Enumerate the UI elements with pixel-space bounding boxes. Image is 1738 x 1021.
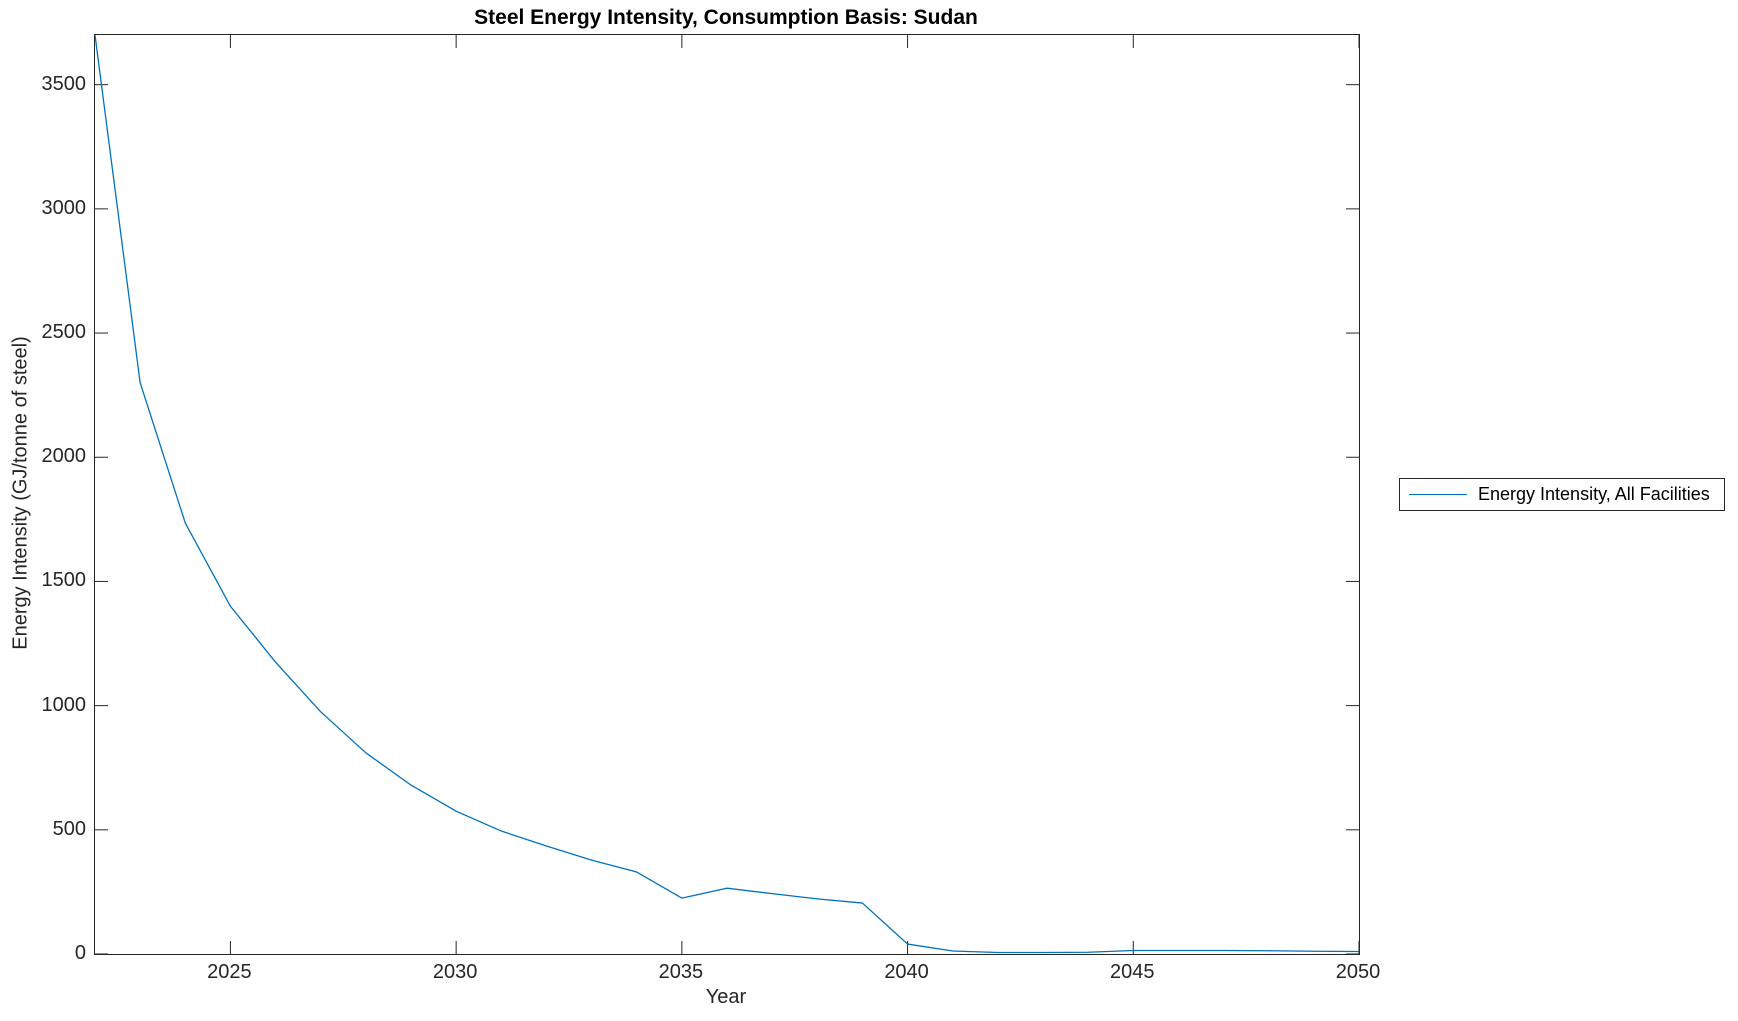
chart-title: Steel Energy Intensity, Consumption Basi… bbox=[474, 6, 978, 29]
legend: Energy Intensity, All Facilities bbox=[1399, 478, 1725, 511]
y-tick-label: 2000 bbox=[41, 445, 87, 468]
y-tick-label: 1500 bbox=[41, 569, 87, 592]
y-tick-label: 3000 bbox=[41, 196, 87, 219]
y-tick-label: 500 bbox=[52, 817, 86, 840]
y-tick-label: 2500 bbox=[41, 321, 87, 344]
legend-label: Energy Intensity, All Facilities bbox=[1478, 484, 1710, 504]
y-axis-label: Energy Intensity (GJ/tonne of steel) bbox=[9, 336, 32, 650]
x-tick-label: 2035 bbox=[658, 961, 704, 983]
y-tick-label: 0 bbox=[74, 942, 86, 964]
legend-line-sample-icon bbox=[1409, 494, 1467, 495]
x-tick-label: 2040 bbox=[884, 961, 929, 983]
x-tick-label: 2030 bbox=[432, 961, 478, 983]
line-chart-svg bbox=[94, 34, 1360, 955]
x-tick-label: 2045 bbox=[1110, 961, 1155, 983]
x-tick-label: 2025 bbox=[207, 961, 252, 983]
y-tick-label: 3500 bbox=[41, 72, 87, 95]
y-tick-label: 1000 bbox=[41, 693, 87, 716]
plot-area bbox=[94, 34, 1360, 955]
x-axis-label: Year bbox=[705, 986, 747, 1008]
series-line bbox=[94, 34, 1360, 954]
x-tick-label: 2050 bbox=[1335, 961, 1381, 983]
